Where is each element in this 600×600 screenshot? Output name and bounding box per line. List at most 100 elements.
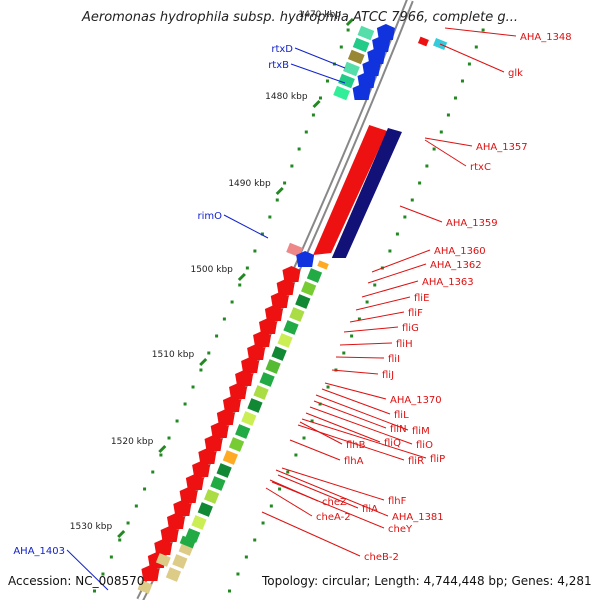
gene-label: cheZ xyxy=(322,497,347,508)
gene-label: flhF xyxy=(388,496,407,507)
forward-gene-arrow xyxy=(259,318,278,334)
scale-dot-left xyxy=(151,470,155,474)
forward-gene-arrow xyxy=(179,487,198,503)
label-leader-line xyxy=(309,406,413,445)
track-block-green xyxy=(295,294,311,309)
track-block-green xyxy=(172,554,188,569)
gene-label: fliL xyxy=(394,410,409,421)
label-leader-line xyxy=(424,137,473,147)
scale-label: 1520 kbp xyxy=(111,437,154,447)
forward-gene-arrow xyxy=(229,383,248,399)
scale-dot-right xyxy=(460,79,464,83)
gene-label: fliP xyxy=(430,454,445,465)
scale-dot-left xyxy=(109,555,113,559)
track-block-green xyxy=(241,411,257,426)
forward-gene-arrow xyxy=(198,448,217,464)
forward-gene-arrow xyxy=(253,331,272,347)
track-block-green xyxy=(343,61,360,77)
scale-dot-right xyxy=(439,130,443,134)
reverse-gene-arrow xyxy=(331,128,402,258)
label-leader-line xyxy=(305,412,381,443)
scale-dot-right xyxy=(481,28,485,32)
major-tick xyxy=(117,529,126,539)
label-leader-line xyxy=(331,369,379,375)
scale-dot-left xyxy=(290,164,294,168)
reverse-gene-arrow xyxy=(352,84,371,100)
track-block-orange xyxy=(317,260,329,270)
forward-gene-arrow xyxy=(235,370,254,386)
label-leader-line xyxy=(261,511,361,557)
track-block-green xyxy=(352,37,370,53)
label-leader-line xyxy=(289,439,341,461)
track-block-green xyxy=(265,359,281,374)
forward-gene-arrow xyxy=(192,461,211,477)
gene-label: AHA_1359 xyxy=(446,218,498,229)
track-block-green xyxy=(165,567,182,582)
label-leader-line xyxy=(324,382,387,400)
feature-labels: 1470 kbp 1480 kbp 1490 kbp 1500 kbp 1510 kbp… xyxy=(13,10,571,563)
gene-label: rtxC xyxy=(470,162,491,173)
track-block-green xyxy=(347,49,365,65)
gene-label: AHA_1370 xyxy=(390,395,442,406)
gene-label: AHA_1363 xyxy=(422,277,474,288)
label-leader-line xyxy=(355,296,411,311)
scale-dot-right xyxy=(236,572,240,576)
scale-dot-left xyxy=(318,96,322,100)
track-block-green xyxy=(357,25,375,41)
label-leader-line xyxy=(271,481,385,529)
gene-label: cheY xyxy=(388,524,413,535)
gene-label: AHA_1381 xyxy=(392,512,444,523)
gene-label: cheB-2 xyxy=(364,552,399,563)
scale-dot-left xyxy=(325,79,329,83)
track-block-green xyxy=(235,424,251,439)
track-block-green xyxy=(301,281,317,296)
scale-dot-left xyxy=(268,215,272,219)
reverse-gene-arrow xyxy=(362,60,381,76)
track-block-green xyxy=(216,463,232,478)
label-leader-line xyxy=(301,418,427,459)
scale-dot-left xyxy=(191,385,195,389)
major-tick xyxy=(158,444,167,454)
label-leader-line xyxy=(275,469,389,517)
gene-label: fliG xyxy=(402,323,419,334)
scale-dot-right xyxy=(418,181,422,185)
major-tick xyxy=(312,99,321,109)
reverse-gene-arrow xyxy=(296,251,315,267)
scale-label: 1510 kbp xyxy=(152,350,195,360)
scale-dot-left xyxy=(101,572,105,576)
track-block-green xyxy=(222,450,238,465)
label-leader-line xyxy=(277,474,359,509)
gene-label: rimO xyxy=(197,211,222,222)
scale-label: 1530 kbp xyxy=(70,522,113,532)
scale-dot-right xyxy=(410,198,414,202)
scale-dot-right xyxy=(302,436,306,440)
forward-gene-arrow xyxy=(141,565,160,581)
scale-dot-left xyxy=(311,113,315,117)
label-leader-line xyxy=(281,467,385,501)
forward-gene-arrow xyxy=(264,305,283,321)
scale-dot-right xyxy=(310,419,314,423)
scale-dot-right xyxy=(278,487,282,491)
label-leader-line xyxy=(294,47,346,69)
gene-label: fliO xyxy=(416,440,433,451)
forward-gene-arrow xyxy=(282,266,301,282)
gene-label: flhB xyxy=(346,440,366,451)
track-block-green xyxy=(338,73,355,89)
scale-dot-right xyxy=(269,504,273,508)
scale-dot-right xyxy=(388,249,392,253)
label-leader-line xyxy=(223,214,269,239)
scale-dot-left xyxy=(118,538,122,542)
label-leader-line xyxy=(313,400,387,429)
scale-dot-right xyxy=(326,385,330,389)
track-block-green xyxy=(277,333,293,348)
forward-gene-arrow xyxy=(166,513,185,529)
scale-dot-left xyxy=(275,198,279,202)
track-block-green xyxy=(259,372,275,387)
label-leader-line xyxy=(361,280,419,298)
scale-dot-right xyxy=(294,453,298,457)
track-block-green xyxy=(289,307,305,322)
scale-dot-left xyxy=(126,521,130,525)
track-block-pink xyxy=(286,242,303,258)
